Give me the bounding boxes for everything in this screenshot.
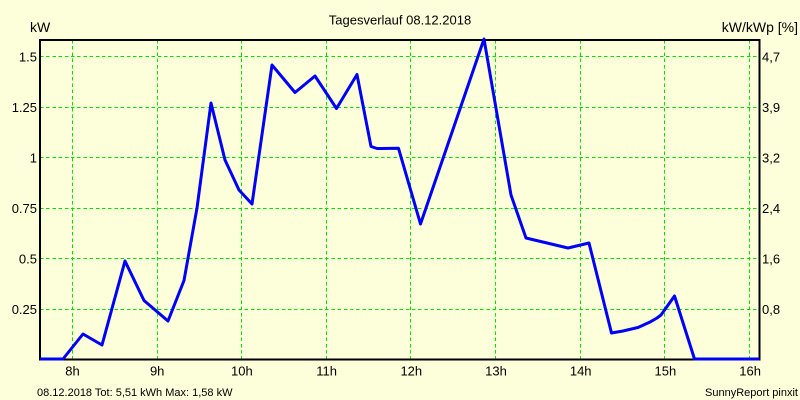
svg-text:08.12.2018 Tot: 5,51 kWh Max:: 08.12.2018 Tot: 5,51 kWh Max: 1,58 kW: [37, 387, 233, 399]
svg-text:kW/kWp [%]: kW/kWp [%]: [722, 19, 798, 35]
svg-text:15h: 15h: [655, 364, 677, 379]
svg-text:Tagesverlauf 08.12.2018: Tagesverlauf 08.12.2018: [329, 13, 471, 28]
svg-text:1.25: 1.25: [12, 100, 37, 115]
svg-text:1: 1: [30, 151, 37, 166]
svg-text:3,9: 3,9: [762, 100, 780, 115]
svg-text:1.5: 1.5: [19, 50, 37, 65]
svg-text:13h: 13h: [485, 364, 507, 379]
svg-text:1,6: 1,6: [762, 252, 780, 267]
svg-text:4,7: 4,7: [762, 50, 780, 65]
svg-text:SunnyReport pinxit: SunnyReport pinxit: [705, 387, 798, 399]
svg-text:8h: 8h: [65, 364, 79, 379]
svg-text:12h: 12h: [400, 364, 422, 379]
svg-text:0.75: 0.75: [12, 201, 37, 216]
svg-text:0,8: 0,8: [762, 302, 780, 317]
svg-text:kW: kW: [30, 19, 51, 35]
svg-text:2,4: 2,4: [762, 201, 780, 216]
svg-text:11h: 11h: [316, 364, 337, 379]
svg-text:0.25: 0.25: [12, 302, 37, 317]
svg-text:9h: 9h: [150, 364, 164, 379]
svg-text:10h: 10h: [231, 364, 253, 379]
svg-text:16h: 16h: [739, 364, 761, 379]
svg-text:14h: 14h: [570, 364, 592, 379]
svg-text:3,2: 3,2: [762, 151, 780, 166]
svg-text:0.5: 0.5: [19, 252, 37, 267]
